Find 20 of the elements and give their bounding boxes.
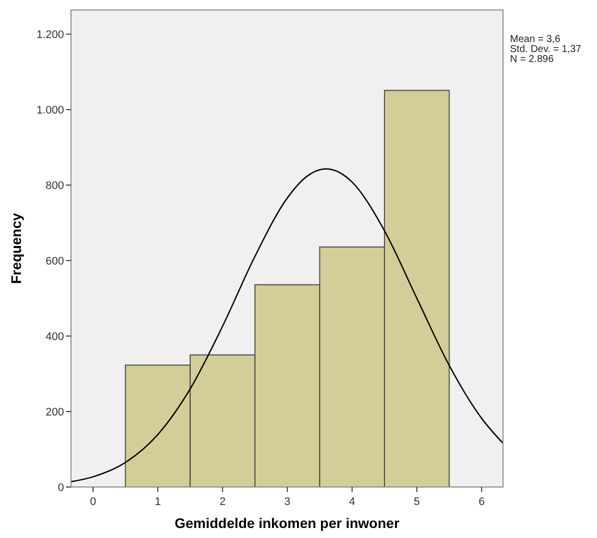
x-tick-label: 6 (478, 496, 485, 508)
x-tick-label: 4 (349, 496, 356, 508)
x-tick-label: 3 (284, 496, 290, 508)
y-tick-label: 1.000 (36, 104, 64, 116)
x-tick-label: 2 (219, 496, 226, 508)
text: N = 2.896 (510, 54, 554, 65)
y-tick-label: 600 (46, 255, 64, 268)
y-tick-label: 200 (46, 406, 64, 418)
x-axis-title: Gemiddelde inkomen per inwoner (174, 515, 400, 531)
x-tick-label: 5 (414, 496, 420, 508)
text: Std. Dev. = 1,37 (510, 44, 582, 55)
x-tick-label: 1 (154, 496, 161, 508)
line-series (71, 168, 503, 482)
y-tick-label: 800 (46, 180, 64, 192)
y-tick-label: 1.200 (36, 29, 64, 41)
y-axis-title: Frequency (8, 212, 24, 284)
text: Mean = 3,6 (510, 34, 561, 45)
y-tick-label: 0 (58, 482, 64, 494)
x-tick-label: 0 (90, 496, 96, 508)
y-tick-label: 400 (46, 330, 64, 343)
